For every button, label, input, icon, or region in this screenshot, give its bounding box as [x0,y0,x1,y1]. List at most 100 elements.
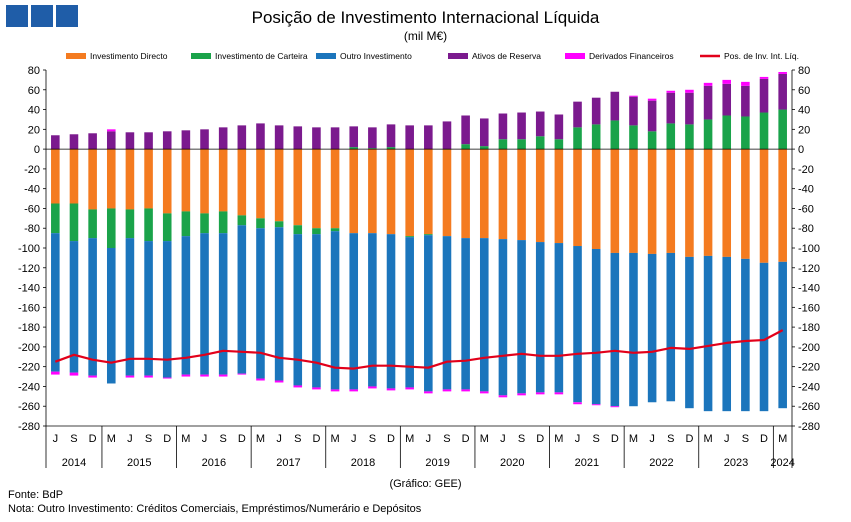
bar-segment [349,149,359,234]
bar-segment [498,395,508,398]
bar-segment [759,76,769,79]
bar-segment [88,209,97,239]
bar-segment [535,111,545,137]
x-tick-label: S [593,433,600,445]
bar-segment [591,404,601,406]
bar-segment [69,149,79,204]
bar-segment [442,236,452,390]
bar-segment [741,258,750,412]
year-label: 2018 [351,457,375,469]
bar-segment [218,127,228,150]
bar-segment [349,126,359,148]
bar-segment [479,238,489,392]
bar-segment [741,85,750,117]
bar-segment [51,371,60,375]
bar-segment [274,149,284,222]
bar-segment [200,129,209,150]
y-tick-label-right: -140 [798,283,820,295]
bar-segment [517,149,526,241]
bar-segment [162,241,172,378]
bar-segment [424,235,433,392]
bar-segment [517,393,526,396]
y-tick-label-right: 20 [798,124,810,136]
bar-segment [237,149,247,216]
y-tick-label-right: -160 [798,302,820,314]
bar-segment [573,149,582,247]
bar-segment [703,85,713,120]
bar-segment [274,221,284,228]
legend-swatch [448,53,468,59]
bar-segment [69,241,79,373]
bar-segment [647,100,657,132]
bar-segment [685,256,694,409]
bar-segment [312,387,321,390]
bar-segment [461,149,470,239]
x-tick-label: J [127,433,133,445]
x-tick-label: J [53,433,59,445]
bar-segment [144,132,153,150]
bar-segment [51,149,60,204]
bar-segment [368,127,377,149]
bar-segment [461,389,470,392]
bar-segment [666,123,676,150]
bar-segment [591,248,601,405]
x-tick-label: M [554,433,563,445]
y-tick-label-left: 80 [28,65,40,77]
bar-segment [685,149,694,257]
legend-label: Investimento Directo [90,51,168,61]
year-label: 2020 [500,457,524,469]
x-tick-label: S [220,433,227,445]
bar-segment [778,73,787,110]
bar-segment [703,82,713,86]
x-tick-label: D [685,433,693,445]
bar-segment [88,375,97,378]
bar-segment [293,234,303,386]
bar-segment [125,375,135,378]
y-tick-label-left: -40 [24,184,40,196]
bar-segment [144,375,153,378]
bar-segment [479,146,489,150]
y-tick-label-right: 40 [798,105,810,117]
y-tick-label-left: -200 [18,342,40,354]
legend-label: Outro Investimento [340,51,412,61]
x-tick-label: S [742,433,749,445]
bar-segment [703,119,713,150]
bar-segment [479,149,489,239]
x-tick-label: J [724,433,730,445]
bar-segment [461,238,470,390]
bar-segment [666,149,676,253]
chart-title: Posição de Investimento Internacional Lí… [251,8,600,27]
bar-segment [610,149,620,253]
bar-segment [386,149,396,235]
y-tick-label-right: -80 [798,223,814,235]
y-tick-label-left: -160 [18,302,40,314]
bar-segment [237,225,247,374]
bar-segment [256,378,265,381]
bar-segment [424,391,433,394]
bar-segment [162,149,172,214]
x-tick-label: M [181,433,190,445]
bar-segment [181,236,191,375]
x-tick-label: D [760,433,768,445]
bar-segment [573,402,582,405]
bar-segment [554,149,564,244]
year-label: 2024 [770,457,794,469]
bar-segment [293,126,303,150]
bar-segment [722,115,732,150]
bar-segment [666,90,676,93]
bar-segment [405,236,414,238]
bar-segment [424,149,433,235]
y-tick-label-right: 80 [798,65,810,77]
x-tick-label: D [238,433,246,445]
bar-segment [330,127,340,150]
x-tick-label: D [89,433,97,445]
bar-segment [461,115,470,145]
bar-segment [312,228,321,235]
bar-segment [349,233,359,390]
bar-segment [200,374,209,377]
x-tick-label: J [276,433,282,445]
bar-segment [312,127,321,150]
legend-label: Pos. de Inv. Int. Líq. [724,51,799,61]
bar-segment [685,124,694,150]
